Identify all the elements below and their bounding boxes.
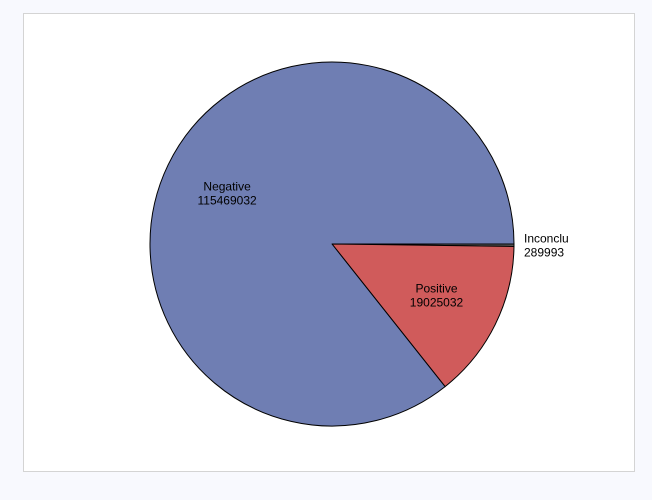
pie-slice-positive [331,243,515,388]
slice-label-positive: Positive 19025032 [410,281,464,309]
slice-value-text: 289993 [524,245,564,259]
slice-value-text: 115469032 [198,193,258,207]
pie-slice-negative [149,61,515,427]
slice-label-inconclu: Inconclu 289993 [524,231,569,259]
slice-category-text: Inconclu [524,231,569,245]
slice-category-text: Positive [415,281,457,295]
slice-category-text: Negative [203,179,251,193]
slices-layer [149,61,515,427]
slice-label-negative: Negative 115469032 [198,179,258,207]
chart-frame: Inconclu 289993 Positive 19025032 Negative 11… [23,13,635,472]
labels-layer: Inconclu 289993 Positive 19025032 Negative 11… [198,179,569,309]
pie-chart: Inconclu 289993 Positive 19025032 Negative 11… [149,61,569,427]
slice-value-text: 19025032 [410,295,464,309]
